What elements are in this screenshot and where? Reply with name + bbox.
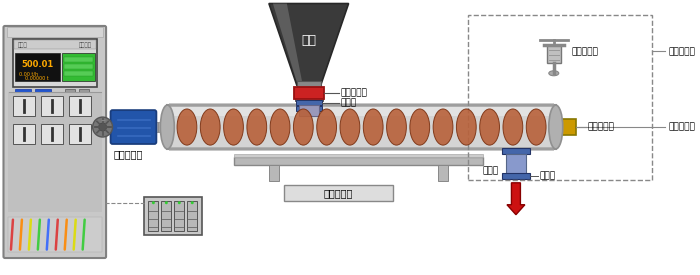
Bar	[153, 122, 158, 132]
Bar	[7, 28, 103, 37]
Bar	[174, 201, 184, 231]
Ellipse shape	[247, 109, 267, 145]
Bar	[64, 89, 75, 95]
Ellipse shape	[480, 109, 500, 145]
Bar	[169, 103, 554, 107]
Text: 0.00000 t: 0.00000 t	[25, 76, 49, 81]
Bar	[234, 157, 483, 165]
Bar	[297, 81, 321, 89]
Ellipse shape	[177, 109, 197, 145]
Bar	[162, 201, 172, 231]
Bar	[187, 201, 197, 231]
Polygon shape	[269, 4, 349, 85]
Ellipse shape	[456, 109, 476, 145]
Bar	[14, 40, 96, 49]
Bar	[468, 15, 652, 180]
Ellipse shape	[293, 109, 313, 145]
Bar	[169, 147, 554, 151]
Bar	[269, 165, 279, 181]
Polygon shape	[273, 4, 303, 85]
Ellipse shape	[386, 109, 407, 145]
Bar	[64, 57, 92, 62]
Ellipse shape	[340, 109, 360, 145]
Bar	[13, 96, 35, 116]
Bar	[69, 96, 90, 116]
Ellipse shape	[160, 105, 174, 149]
Ellipse shape	[223, 109, 244, 145]
Bar	[155, 123, 167, 131]
Text: 软连接: 软连接	[540, 171, 556, 180]
Text: 软连接: 软连接	[341, 99, 357, 108]
Bar	[144, 197, 202, 235]
Bar	[169, 107, 554, 147]
Text: 料仓: 料仓	[301, 34, 316, 47]
Bar	[506, 154, 526, 174]
Bar	[8, 92, 101, 212]
Text: 0.00 t/h: 0.00 t/h	[19, 72, 38, 77]
Bar	[35, 89, 51, 95]
Text: 500.01: 500.01	[21, 60, 53, 69]
Bar	[41, 124, 63, 144]
Text: 螺旋秤闸门: 螺旋秤闸门	[341, 89, 368, 98]
Ellipse shape	[526, 109, 546, 145]
Ellipse shape	[410, 109, 430, 145]
Bar	[78, 89, 89, 95]
Bar	[295, 95, 323, 101]
Bar	[547, 45, 561, 63]
Bar	[64, 71, 92, 76]
Bar	[438, 165, 448, 181]
Ellipse shape	[363, 109, 383, 145]
Circle shape	[152, 201, 155, 204]
Ellipse shape	[549, 105, 563, 149]
Bar	[64, 64, 92, 69]
Bar	[294, 87, 323, 99]
Bar	[295, 89, 323, 95]
Bar	[69, 124, 90, 144]
Bar	[502, 173, 530, 179]
Bar	[41, 96, 63, 116]
FancyBboxPatch shape	[111, 110, 156, 144]
Bar	[15, 53, 60, 81]
Text: 控制器: 控制器	[18, 42, 28, 48]
Bar	[62, 53, 94, 81]
Bar	[13, 39, 97, 87]
Bar	[8, 217, 101, 252]
Text: 测速传感器: 测速传感器	[668, 123, 695, 131]
Circle shape	[99, 123, 106, 131]
Ellipse shape	[549, 71, 559, 76]
Bar	[299, 105, 318, 116]
Text: 称重传感器: 称重传感器	[572, 47, 598, 56]
Bar	[296, 100, 322, 105]
FancyArrow shape	[507, 183, 525, 215]
Ellipse shape	[270, 109, 290, 145]
Bar	[15, 89, 31, 95]
FancyBboxPatch shape	[4, 26, 106, 258]
Bar	[169, 107, 554, 116]
Ellipse shape	[503, 109, 523, 145]
Bar	[158, 122, 164, 132]
Text: 参数设置: 参数设置	[78, 42, 92, 48]
Text: 称重传感器: 称重传感器	[668, 47, 695, 56]
Bar	[502, 148, 530, 154]
Circle shape	[164, 201, 168, 204]
Ellipse shape	[433, 109, 453, 145]
Text: 测速传感器: 测速传感器	[587, 123, 615, 131]
Text: 出料口: 出料口	[483, 166, 499, 175]
Bar	[284, 185, 393, 201]
Ellipse shape	[200, 109, 220, 145]
Bar	[148, 201, 158, 231]
Bar	[234, 154, 483, 157]
Text: 电机减速机: 电机减速机	[114, 149, 144, 159]
Bar	[296, 106, 322, 111]
Text: 螺旋秤底座: 螺旋秤底座	[324, 188, 354, 198]
Bar	[560, 119, 575, 135]
Circle shape	[178, 201, 181, 204]
Bar	[167, 105, 556, 149]
Bar	[13, 124, 35, 144]
Ellipse shape	[316, 109, 337, 145]
Circle shape	[92, 117, 113, 137]
Circle shape	[190, 201, 194, 204]
